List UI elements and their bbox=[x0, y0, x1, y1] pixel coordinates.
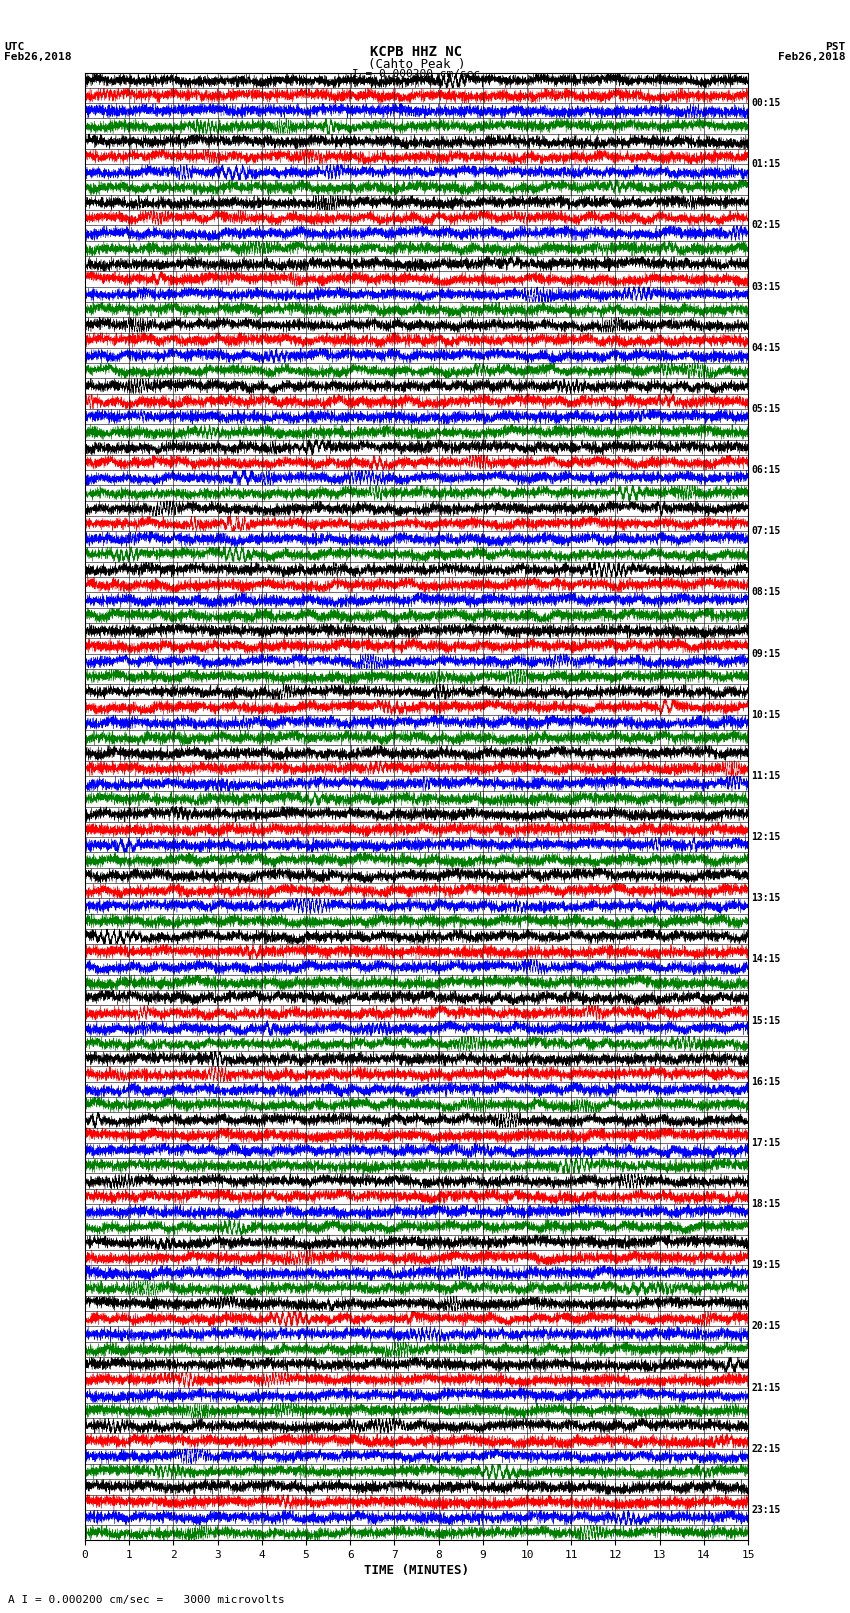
Text: A I = 0.000200 cm/sec =   3000 microvolts: A I = 0.000200 cm/sec = 3000 microvolts bbox=[8, 1595, 286, 1605]
Text: I = 0.000200 cm/sec: I = 0.000200 cm/sec bbox=[353, 69, 480, 79]
Text: 01:15: 01:15 bbox=[751, 160, 780, 169]
Text: 21:15: 21:15 bbox=[751, 1382, 780, 1392]
Text: 12:15: 12:15 bbox=[751, 832, 780, 842]
Text: 23:15: 23:15 bbox=[751, 1505, 780, 1515]
Text: PST: PST bbox=[825, 42, 846, 52]
X-axis label: TIME (MINUTES): TIME (MINUTES) bbox=[364, 1565, 469, 1578]
Text: 02:15: 02:15 bbox=[751, 221, 780, 231]
Text: 10:15: 10:15 bbox=[751, 710, 780, 719]
Text: UTC: UTC bbox=[4, 42, 25, 52]
Text: 19:15: 19:15 bbox=[751, 1260, 780, 1269]
Text: 07:15: 07:15 bbox=[751, 526, 780, 536]
Text: 16:15: 16:15 bbox=[751, 1077, 780, 1087]
Text: 05:15: 05:15 bbox=[751, 403, 780, 415]
Text: 15:15: 15:15 bbox=[751, 1016, 780, 1026]
Text: 08:15: 08:15 bbox=[751, 587, 780, 597]
Text: 14:15: 14:15 bbox=[751, 955, 780, 965]
Text: 00:15: 00:15 bbox=[751, 98, 780, 108]
Text: 22:15: 22:15 bbox=[751, 1444, 780, 1453]
Text: 06:15: 06:15 bbox=[751, 465, 780, 476]
Text: 13:15: 13:15 bbox=[751, 894, 780, 903]
Text: 09:15: 09:15 bbox=[751, 648, 780, 658]
Text: KCPB HHZ NC: KCPB HHZ NC bbox=[371, 45, 462, 60]
Text: Feb26,2018: Feb26,2018 bbox=[779, 52, 846, 61]
Text: 03:15: 03:15 bbox=[751, 282, 780, 292]
Text: 20:15: 20:15 bbox=[751, 1321, 780, 1331]
Text: 17:15: 17:15 bbox=[751, 1137, 780, 1148]
Text: (Cahto Peak ): (Cahto Peak ) bbox=[368, 58, 465, 71]
Text: 04:15: 04:15 bbox=[751, 344, 780, 353]
Text: 11:15: 11:15 bbox=[751, 771, 780, 781]
Text: Feb26,2018: Feb26,2018 bbox=[4, 52, 71, 61]
Text: 18:15: 18:15 bbox=[751, 1198, 780, 1210]
